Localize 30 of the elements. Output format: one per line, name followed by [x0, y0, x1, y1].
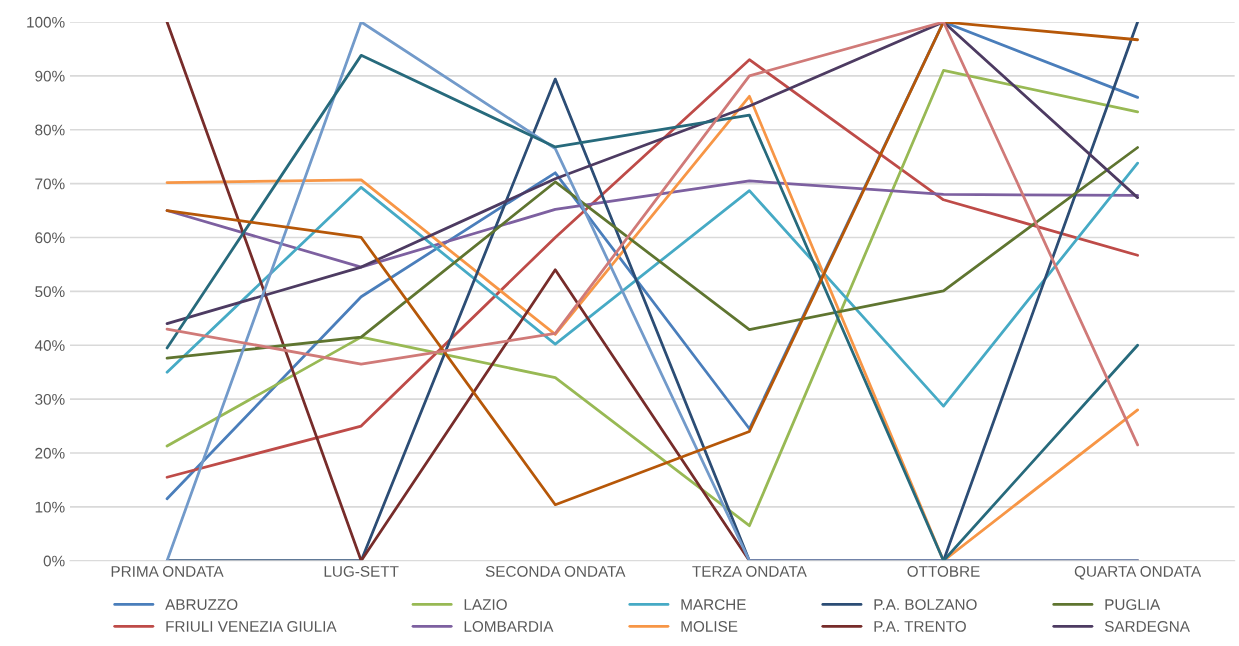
x-tick-label: LUG-SETT: [324, 565, 399, 577]
line-series: [165, 21, 1139, 326]
legend-label: FRIULI VENEZIA GIULIA: [166, 621, 337, 632]
legend-label: P.A. BOLZANO: [874, 599, 977, 610]
legend-label: P.A. TRENTO: [874, 621, 966, 632]
legend-label: PUGLIA: [1105, 599, 1161, 610]
line-series: [165, 146, 1139, 360]
legend-label: LAZIO: [464, 599, 507, 610]
y-tick-label: 0%: [43, 555, 65, 567]
y-tick-label: 30%: [35, 393, 65, 405]
legend-label: MARCHE: [681, 599, 746, 610]
legend-label: SARDEGNA: [1104, 621, 1190, 632]
legend-label: LOMBARDIA: [464, 621, 554, 632]
y-tick-label: 60%: [35, 232, 65, 244]
y-tick-label: 40%: [34, 340, 65, 351]
y-tick-label: 20%: [35, 447, 65, 459]
x-tick-label: TERZA ONDATA: [692, 565, 807, 577]
y-tick-label: 70%: [35, 178, 65, 190]
line-series: [165, 161, 1139, 408]
legend-label: ABRUZZO: [165, 599, 238, 610]
legend-label: MOLISE: [681, 621, 738, 632]
y-tick-label: 100%: [27, 16, 65, 28]
y-tick-label: 80%: [35, 124, 65, 136]
x-tick-label: PRIMA ONDATA: [111, 565, 224, 577]
y-tick-label: 90%: [35, 70, 65, 82]
x-tick-label: SECONDA ONDATA: [485, 565, 626, 577]
y-tick-label: 10%: [35, 501, 65, 513]
y-tick-label: 50%: [35, 286, 65, 298]
x-tick-label: OTTOBRE: [907, 565, 980, 577]
x-tick-label: QUARTA ONDATA: [1074, 565, 1202, 580]
